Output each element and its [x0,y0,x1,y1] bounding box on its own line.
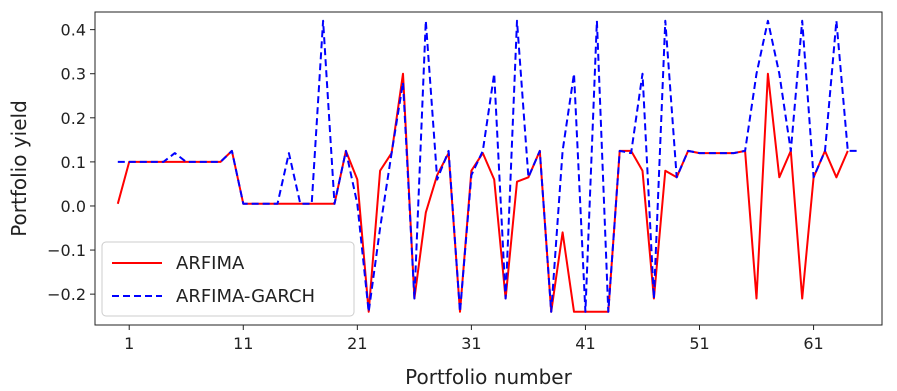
y-tick-label: −0.2 [47,285,86,304]
x-tick-label: 61 [803,334,823,353]
x-tick-label: 1 [124,334,134,353]
legend-label-arfima-garch: ARFIMA-GARCH [176,286,315,307]
x-tick-label: 51 [689,334,709,353]
y-tick-label: −0.1 [47,241,86,260]
y-tick-label: 0.2 [61,109,86,128]
series-layer [116,19,860,313]
series-line-arfima-garch [117,19,860,313]
x-tick-label: 21 [347,334,367,353]
x-tick-label: 41 [575,334,595,353]
y-tick-label: 0.4 [61,21,86,40]
legend: ARFIMA ARFIMA-GARCH [101,241,355,317]
y-tick-label: 0.0 [61,197,86,216]
y-tick-label: 0.1 [61,153,86,172]
x-axis-label: Portfolio number [405,365,572,389]
y-tick-label: 0.3 [61,65,86,84]
axes-layer: 1 11 21 31 41 51 61−0.2−0.10.00.10.20.30.4 [47,21,824,353]
legend-label-arfima: ARFIMA [176,253,245,274]
y-axis-label: Portfolio yield [7,100,31,237]
x-tick-label: 31 [461,334,481,353]
legend-box [101,241,355,317]
x-tick-label: 11 [233,334,253,353]
